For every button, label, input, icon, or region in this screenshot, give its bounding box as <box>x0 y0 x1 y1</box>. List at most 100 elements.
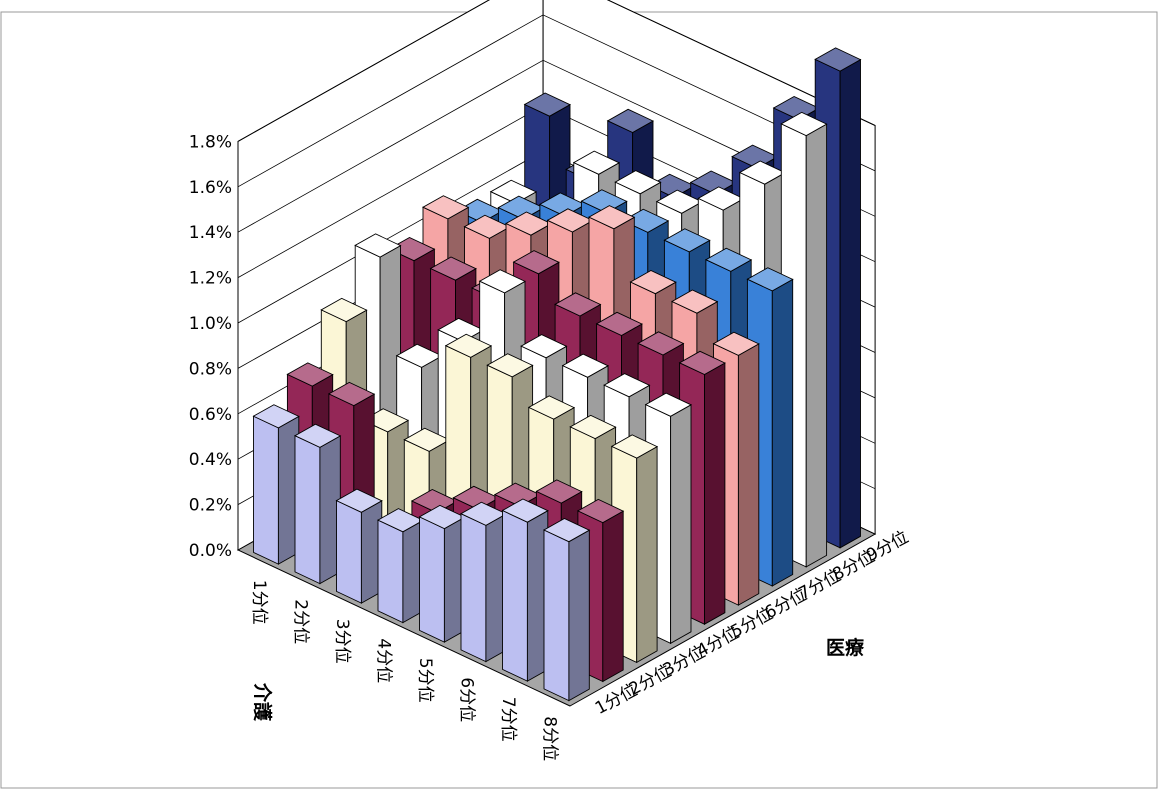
bar <box>460 501 508 663</box>
bar-right-face <box>602 510 624 683</box>
x-category-label: 3分位 <box>332 619 352 664</box>
bar-right-face <box>670 404 692 645</box>
bar-top-face <box>678 350 726 376</box>
bar-top-face <box>294 423 342 448</box>
bar-top-face <box>463 214 511 239</box>
bar-top-face <box>554 292 602 317</box>
bar-top-face <box>655 189 704 214</box>
bar-top-face <box>614 170 662 195</box>
bar <box>610 434 659 664</box>
bar <box>252 404 300 565</box>
bar-top-face <box>629 269 677 295</box>
bar-top-face <box>460 501 508 526</box>
bar-right-face <box>737 343 760 606</box>
y-tick-label: 0.8% <box>189 359 232 379</box>
gridline <box>237 0 876 142</box>
bar-top-face <box>543 517 591 543</box>
bar-top-face <box>595 311 643 337</box>
bar-left-face <box>253 415 279 565</box>
bar-top-face <box>644 392 692 417</box>
bar-top-face <box>478 269 526 294</box>
x-axis-title: 介護 <box>251 682 274 722</box>
bar-top-face <box>561 353 609 378</box>
bar-top-face <box>523 92 571 117</box>
y-tick-label: 0.6% <box>189 405 232 425</box>
bar-top-face <box>335 488 383 513</box>
bar-top-face <box>697 186 745 211</box>
x-category-label: 1分位 <box>249 580 269 625</box>
bar-top-face <box>704 247 753 272</box>
bar-left-face <box>502 509 528 682</box>
bar-top-face <box>663 228 711 253</box>
bar-top-face <box>403 427 451 452</box>
z-axis-title: 医療 <box>826 636 865 659</box>
bar-right-face <box>839 58 861 549</box>
bar-top-face <box>422 195 470 220</box>
bar-top-face <box>689 170 737 195</box>
bar-top-face <box>486 353 534 378</box>
bars <box>252 47 862 702</box>
bar-top-face <box>606 108 654 134</box>
bar-top-face <box>429 256 477 281</box>
y-axis-ticks: 0.0% 0.2% 0.4% 0.6% 0.8% 1.0% 1.2% 1.4% 1.6% 1.8% <box>189 132 232 561</box>
bar-top-face <box>610 434 659 459</box>
gridline <box>237 14 876 188</box>
bar-left-face <box>336 499 362 604</box>
bar-top-face <box>497 195 545 220</box>
bar-top-face <box>501 498 549 523</box>
y-tick-label: 1.8% <box>189 132 232 152</box>
y-tick-label: 1.6% <box>189 178 232 198</box>
bar-top-face <box>395 343 443 368</box>
bar-left-face <box>543 529 570 702</box>
bar-top-face <box>418 504 466 530</box>
x-category-label: 4分位 <box>373 638 393 683</box>
x-category-label: 5分位 <box>415 658 435 703</box>
bar <box>543 517 591 702</box>
bar-right-face <box>704 362 726 625</box>
bar-top-face <box>671 289 719 314</box>
bar-right-face <box>771 278 794 587</box>
x-category-label: 8分位 <box>539 716 559 761</box>
y-tick-label: 1.4% <box>189 223 232 243</box>
x-category-label: 6分位 <box>456 677 476 722</box>
bar-top-face <box>814 47 862 72</box>
y-tick-label: 0.0% <box>189 541 232 561</box>
bar-top-face <box>603 373 651 398</box>
bar-top-face <box>576 498 625 524</box>
bar <box>501 498 549 682</box>
bar-top-face <box>512 250 560 275</box>
bar-left-face <box>460 512 487 663</box>
bar-left-face <box>419 516 445 643</box>
bar-top-face <box>527 395 576 420</box>
bar-top-face <box>538 192 587 217</box>
bar-top-face <box>377 508 425 533</box>
bar <box>335 488 383 604</box>
bar-top-face <box>780 111 828 137</box>
bar-top-face <box>320 297 368 323</box>
bar-top-face <box>731 144 779 169</box>
bar-top-face <box>327 381 376 407</box>
bar-top-face <box>286 362 334 387</box>
bar-top-face <box>354 233 402 258</box>
bar-top-face <box>712 331 760 356</box>
bar-left-face <box>294 434 321 585</box>
bar-top-face <box>572 150 621 175</box>
bar-top-face <box>569 414 617 440</box>
y-tick-label: 1.0% <box>189 314 232 334</box>
bar-top-face <box>410 488 459 514</box>
bar <box>294 423 342 585</box>
bar-top-face <box>505 211 553 236</box>
x-axis-categories: 8分位 7分位 6分位 5分位 4分位 3分位 2分位 1分位 <box>249 580 559 761</box>
bar-top-face <box>489 179 538 204</box>
x-category-label: 7分位 <box>498 697 518 742</box>
bar <box>418 504 466 643</box>
bar-top-face <box>535 479 583 504</box>
y-tick-label: 0.2% <box>189 496 232 516</box>
bar-top-face <box>252 404 300 429</box>
bar-right-face <box>636 445 658 664</box>
y-tick-label: 0.4% <box>189 450 232 470</box>
bar <box>377 508 425 624</box>
y-tick-label: 1.2% <box>189 269 232 289</box>
